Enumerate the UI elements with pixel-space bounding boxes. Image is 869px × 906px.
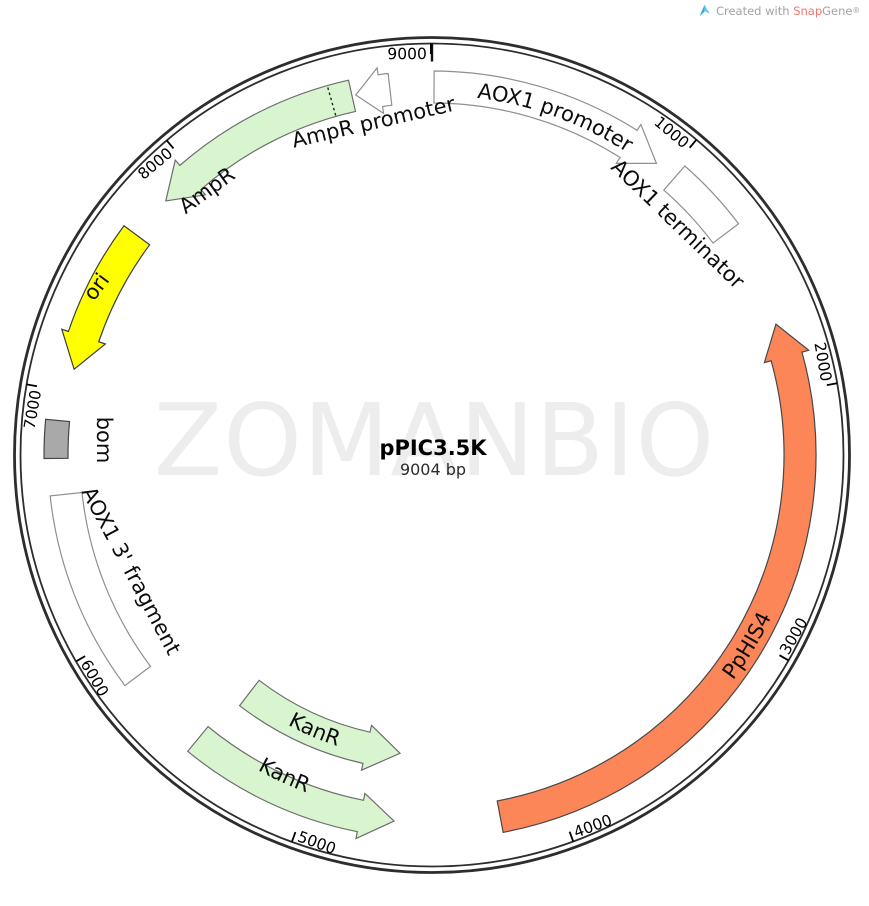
- tick-mark: [568, 831, 575, 842]
- aox1-terminator-feature: [662, 165, 740, 244]
- credit-brand-snap: Snap: [793, 4, 823, 18]
- pphis4-feature: [496, 323, 817, 834]
- aox1-promoter-glyph: [433, 70, 658, 164]
- tick-5000: 5000: [291, 828, 338, 858]
- kanr-feature: [238, 679, 402, 772]
- aox1-promoter-feature: [433, 70, 658, 164]
- ampr-promoter-feature: [354, 66, 393, 115]
- tick-6000: 6000: [75, 655, 112, 700]
- tick-mark: [826, 382, 838, 387]
- ampr-promoter-glyph: [354, 66, 393, 115]
- bom-feature: [43, 418, 71, 460]
- tick-label-6000: 6000: [77, 657, 112, 700]
- outer-ring: [13, 36, 851, 874]
- tick-mark: [688, 139, 698, 149]
- ori-feature: [60, 224, 151, 371]
- watermark: ZOMANBIO: [153, 382, 716, 499]
- aox1-3-fragment-feature: [49, 491, 152, 687]
- tick-mark: [166, 139, 175, 150]
- tick-label-2000: 2000: [810, 341, 835, 383]
- kanr-feature: [186, 725, 396, 840]
- credit-prefix: Created with: [715, 4, 790, 18]
- credit-line: Created with Snap Gene ®: [698, 4, 860, 18]
- tick-label-1000: 1000: [651, 113, 693, 152]
- tick-label-4000: 4000: [571, 811, 614, 841]
- ampr-feature: [164, 79, 357, 202]
- ampr-glyph: [164, 79, 357, 202]
- aox1-3-fragment-glyph: [49, 491, 152, 687]
- tick-7000: 7000: [21, 383, 45, 431]
- bom-glyph: [43, 418, 71, 460]
- aox1-terminator-glyph: [662, 165, 740, 244]
- plasmid-size: 9004 bp: [400, 460, 466, 479]
- feature-layer: [43, 66, 817, 840]
- tick-label-9000: 9000: [387, 45, 427, 63]
- tick-label-3000: 3000: [776, 615, 811, 658]
- bom-label: bom: [92, 417, 116, 464]
- tick-4000: 4000: [568, 811, 615, 842]
- tick-mark: [75, 655, 86, 663]
- snapgene-logo-icon: [698, 4, 711, 18]
- tick-mark: [779, 654, 790, 662]
- tick-9000: 9000: [387, 43, 432, 63]
- tick-label-5000: 5000: [295, 828, 338, 858]
- tick-8000: 8000: [134, 139, 176, 183]
- ori-glyph: [60, 224, 151, 371]
- kanr-glyph: [238, 679, 402, 772]
- credit-brand-gene: Gene: [822, 4, 853, 18]
- plasmid-title: pPIC3.5K: [379, 436, 487, 460]
- pphis4-glyph: [496, 323, 817, 834]
- kanr-glyph: [186, 725, 396, 840]
- tick-1000: 1000: [651, 113, 698, 152]
- tick-mark: [291, 831, 297, 843]
- tick-mark: [26, 383, 38, 388]
